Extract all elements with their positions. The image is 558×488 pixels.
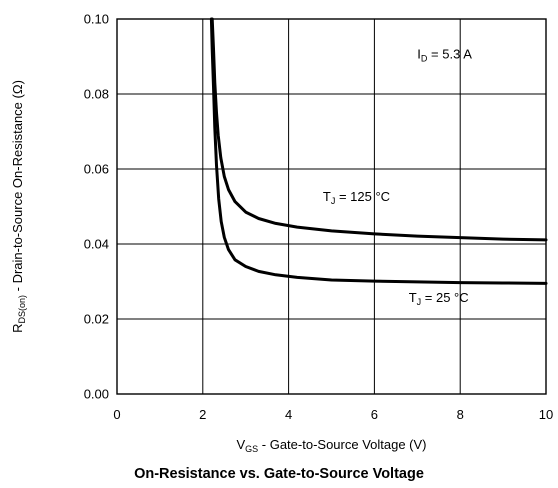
annotation-label: ID = 5.3 A [417, 46, 472, 63]
y-axis-label: RDS(on) - Drain-to-Source On-Resistance … [10, 80, 27, 333]
series-line [209, 17, 548, 285]
y-tick-label: 0.04 [84, 237, 109, 252]
x-tick-label: 10 [539, 407, 553, 422]
x-tick-labels: 0 2 4 6 8 10 [113, 407, 553, 422]
y-tick-label: 0.02 [84, 312, 109, 327]
grid-lines [117, 19, 546, 394]
x-tick-label: 0 [113, 407, 120, 422]
y-tick-labels: 0.00 0.02 0.04 0.06 0.08 0.10 [84, 12, 109, 402]
chart-title: On-Resistance vs. Gate-to-Source Voltage [134, 466, 424, 482]
annotations: ID = 5.3 A TJ = 125 °C TJ = 25 °C [323, 46, 472, 307]
x-axis-label: VGS - Gate-to-Source Voltage (V) [236, 437, 426, 454]
y-tick-label: 0.08 [84, 87, 109, 102]
x-tick-label: 8 [457, 407, 464, 422]
annotation-label: TJ = 125 °C [323, 189, 390, 206]
y-tick-label: 0.10 [84, 12, 109, 27]
x-tick-label: 6 [371, 407, 378, 422]
series-lines [209, 17, 548, 285]
y-tick-label: 0.06 [84, 162, 109, 177]
y-tick-label: 0.00 [84, 387, 109, 402]
annotation-label: TJ = 25 °C [409, 290, 469, 307]
plot-frame [116, 18, 547, 395]
x-tick-label: 2 [199, 407, 206, 422]
x-tick-label: 4 [285, 407, 292, 422]
series-line [210, 17, 548, 242]
